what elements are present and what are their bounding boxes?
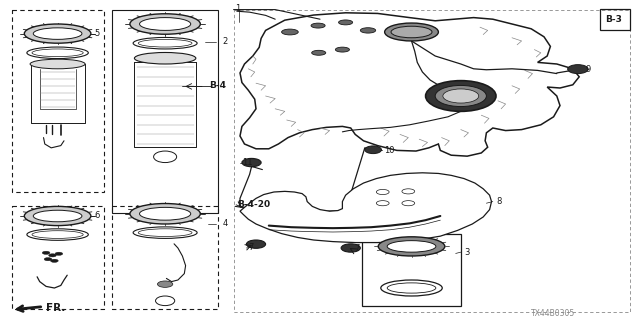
Polygon shape: [240, 173, 492, 243]
Ellipse shape: [140, 207, 191, 220]
Ellipse shape: [49, 254, 56, 257]
Ellipse shape: [378, 237, 445, 256]
Ellipse shape: [312, 50, 326, 55]
Ellipse shape: [387, 241, 436, 252]
Ellipse shape: [341, 244, 360, 252]
Ellipse shape: [130, 204, 200, 224]
Ellipse shape: [391, 26, 432, 38]
Text: 7: 7: [355, 244, 360, 253]
Text: 1: 1: [236, 4, 241, 13]
Text: 2: 2: [223, 37, 228, 46]
Text: TX44B0305: TX44B0305: [531, 309, 575, 318]
Ellipse shape: [385, 23, 438, 41]
Ellipse shape: [33, 28, 82, 39]
Ellipse shape: [24, 24, 91, 43]
Ellipse shape: [51, 259, 58, 262]
Text: 4: 4: [223, 220, 228, 228]
Ellipse shape: [242, 158, 261, 167]
Ellipse shape: [140, 18, 191, 30]
Text: 11: 11: [242, 158, 252, 167]
Bar: [12, 206, 104, 309]
Text: 6: 6: [95, 212, 100, 220]
Polygon shape: [240, 13, 579, 156]
Ellipse shape: [30, 59, 85, 69]
Ellipse shape: [426, 81, 496, 111]
Text: 10: 10: [384, 146, 394, 155]
Ellipse shape: [568, 65, 588, 74]
Ellipse shape: [246, 240, 266, 248]
Ellipse shape: [42, 251, 50, 254]
Ellipse shape: [134, 52, 196, 64]
Bar: [362, 234, 461, 306]
Bar: [12, 10, 104, 192]
Ellipse shape: [130, 14, 200, 34]
Ellipse shape: [365, 146, 381, 154]
Ellipse shape: [282, 29, 298, 35]
Text: B-4: B-4: [209, 81, 226, 90]
Text: 8: 8: [497, 197, 502, 206]
Ellipse shape: [24, 206, 91, 226]
Ellipse shape: [311, 23, 325, 28]
Bar: [112, 206, 218, 309]
Text: B-3: B-3: [605, 15, 622, 24]
Ellipse shape: [335, 47, 349, 52]
Ellipse shape: [435, 85, 486, 107]
Text: 5: 5: [95, 29, 100, 38]
Ellipse shape: [157, 281, 173, 287]
Ellipse shape: [33, 210, 82, 222]
Text: 9: 9: [586, 65, 591, 74]
Bar: [112, 10, 218, 213]
Bar: [600, 9, 630, 30]
Ellipse shape: [339, 20, 353, 25]
Ellipse shape: [443, 89, 479, 103]
Text: 3: 3: [465, 248, 470, 257]
Text: 7: 7: [248, 244, 253, 252]
Bar: [234, 10, 630, 312]
Ellipse shape: [44, 258, 52, 261]
Ellipse shape: [55, 252, 63, 255]
Text: FR.: FR.: [46, 303, 65, 313]
Ellipse shape: [360, 28, 376, 33]
Text: B-4-20: B-4-20: [237, 200, 270, 209]
